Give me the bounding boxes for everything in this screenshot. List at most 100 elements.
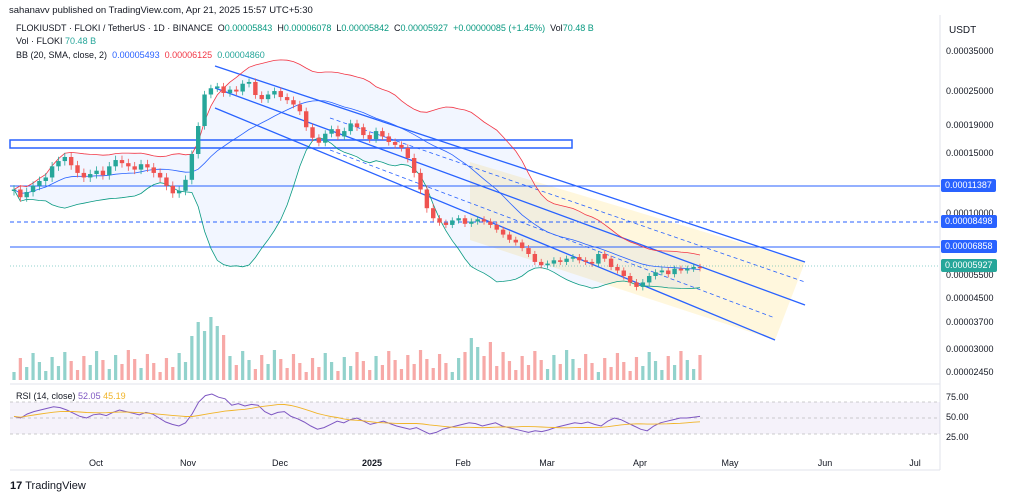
candle-body xyxy=(196,126,201,154)
candle-body xyxy=(272,91,277,95)
volume-bar xyxy=(692,369,696,380)
volume-bar xyxy=(653,361,658,380)
bollinger-lower-line xyxy=(13,137,701,289)
candle-body xyxy=(659,270,665,273)
candle-body xyxy=(634,282,639,287)
time-tick-label: Oct xyxy=(88,458,104,468)
volume-bar xyxy=(279,359,283,380)
candle-body xyxy=(297,104,303,112)
candle-body xyxy=(570,257,576,259)
volume-bar xyxy=(666,356,670,380)
candle-body xyxy=(43,177,48,181)
volume-bar xyxy=(412,364,416,380)
candle-body xyxy=(494,224,499,230)
volume-bar xyxy=(228,356,232,380)
volume-bar xyxy=(247,360,251,380)
bollinger-upper-value: 0.00006125 xyxy=(164,50,213,60)
volume-bar xyxy=(374,356,378,380)
volume-bar xyxy=(495,366,499,380)
candle-body xyxy=(316,137,322,143)
volume-bar xyxy=(139,368,143,380)
volume-bar xyxy=(533,351,537,380)
candle-body xyxy=(691,266,696,269)
volume-bar xyxy=(25,367,29,380)
open-label: O xyxy=(217,23,225,33)
vol-value: 70.48 B xyxy=(562,23,594,33)
volume-bar xyxy=(399,369,404,380)
volume-bar xyxy=(507,361,512,380)
candle-body xyxy=(284,97,290,101)
candle-body xyxy=(678,268,684,271)
price-tick-label: 0.00035000 xyxy=(946,46,994,56)
volume-bar xyxy=(380,365,385,380)
volume-bar xyxy=(514,370,518,380)
low-label: L xyxy=(336,23,342,33)
candle-body xyxy=(519,242,525,249)
volume-bar xyxy=(698,355,702,380)
volume-bar xyxy=(133,359,137,380)
volume-bar xyxy=(615,353,620,380)
candle-body xyxy=(30,185,36,193)
price-tick-label: 0.00015000 xyxy=(946,148,994,158)
volume-bar xyxy=(393,360,397,380)
candle-body xyxy=(697,266,703,269)
volume-bar xyxy=(94,351,99,380)
volume-bar xyxy=(628,371,632,380)
volume-indicator-label[interactable]: Vol · FLOKI xyxy=(16,36,63,46)
volume-bar xyxy=(571,359,575,380)
volume-bar xyxy=(520,356,524,380)
volume-bar xyxy=(215,326,219,380)
candle-body xyxy=(183,179,188,191)
bollinger-basis-value: 0.00005493 xyxy=(112,50,160,60)
volume-bar xyxy=(171,367,175,380)
volume-bar xyxy=(603,358,607,380)
symbol-header: FLOKIUSDT · FLOKI / TetherUS · 1D · BINA… xyxy=(16,23,594,33)
candle-body xyxy=(323,133,328,143)
volume-bar xyxy=(418,350,423,380)
volume-bar xyxy=(177,353,181,380)
tradingview-footer[interactable]: 17 TradingView xyxy=(10,480,86,492)
bollinger-label[interactable]: BB (20, SMA, close, 2) xyxy=(16,50,108,60)
candle-body xyxy=(278,91,283,98)
time-tick-label: Mar xyxy=(539,458,555,468)
volume-bar xyxy=(12,372,16,380)
candle-body xyxy=(411,157,417,173)
volume-bar xyxy=(609,367,613,380)
price-tick-label: 0.00004500 xyxy=(946,293,994,303)
candle-body xyxy=(310,127,315,138)
volume-bar xyxy=(310,358,315,380)
candle-body xyxy=(88,174,93,178)
time-tick-label: Apr xyxy=(632,458,648,468)
volume-bar xyxy=(56,366,61,380)
candle-body xyxy=(329,129,334,134)
candle-body xyxy=(68,156,74,166)
volume-bar xyxy=(291,354,296,380)
volume-bar xyxy=(406,355,410,380)
price-level-badge: 0.00006858 xyxy=(941,240,997,253)
rsi-label[interactable]: RSI (14, close) xyxy=(16,391,76,401)
candle-body xyxy=(627,276,633,283)
candle-body xyxy=(62,156,68,162)
rsi-value: 52.05 xyxy=(78,391,101,401)
volume-bar xyxy=(457,358,461,380)
candle-body xyxy=(666,270,671,275)
candle-body xyxy=(49,166,55,178)
candle-body xyxy=(132,166,137,170)
volume-bar xyxy=(552,355,556,380)
volume-bar xyxy=(437,354,442,380)
volume-bar xyxy=(469,338,473,380)
candle-body xyxy=(418,172,423,190)
volume-bar xyxy=(476,347,480,380)
bollinger-band-fill xyxy=(14,59,700,289)
candle-body xyxy=(621,270,626,276)
symbol-name[interactable]: FLOKIUSDT · FLOKI / TetherUS · 1D · BINA… xyxy=(16,23,213,33)
candle-body xyxy=(151,167,156,173)
candle-body xyxy=(507,234,512,240)
change-value: +0.00000085 (+1.45%) xyxy=(453,23,546,33)
volume-bar xyxy=(69,361,73,380)
volume-bar xyxy=(577,368,581,380)
candle-body xyxy=(456,218,461,221)
publisher-line: sahanavv published on TradingView.com, A… xyxy=(9,5,313,16)
volume-bar xyxy=(488,342,492,380)
